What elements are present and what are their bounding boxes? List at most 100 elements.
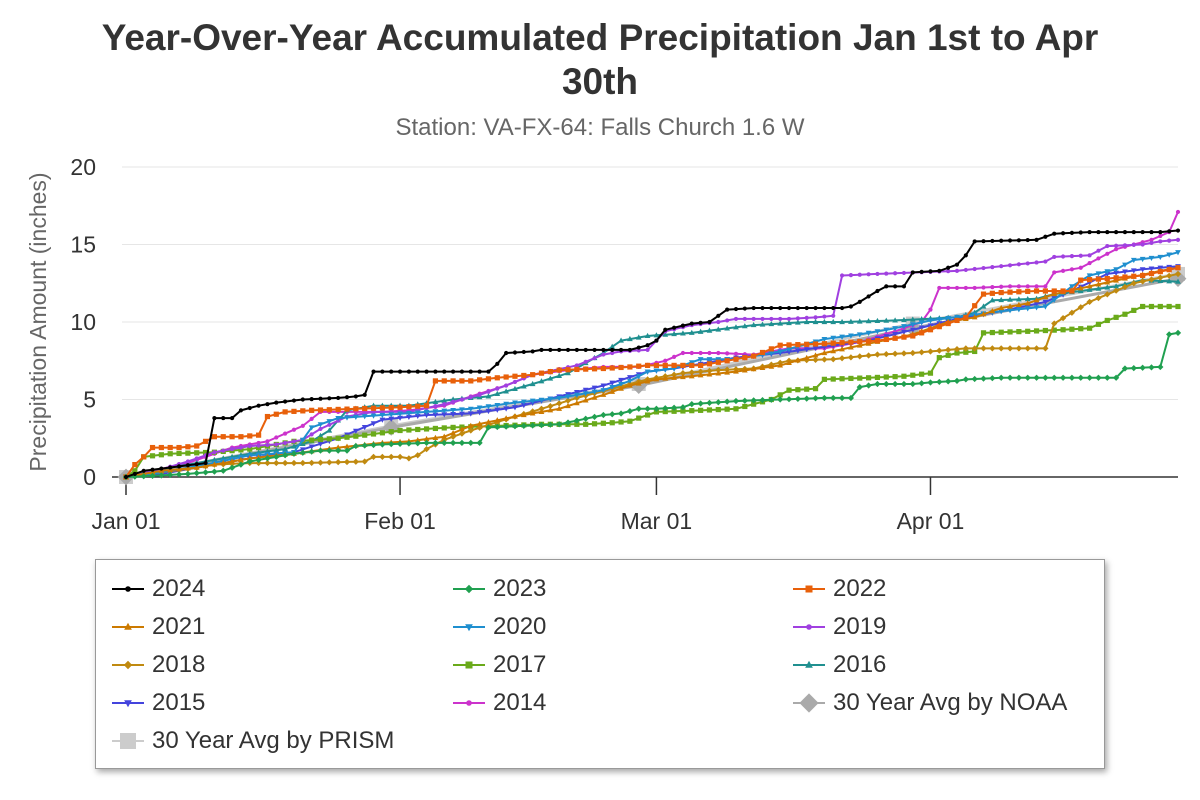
legend-item-2018[interactable]: 2018 bbox=[110, 650, 205, 680]
data-point bbox=[291, 443, 297, 449]
data-point bbox=[609, 343, 616, 349]
data-point bbox=[600, 391, 607, 397]
data-point bbox=[803, 347, 810, 353]
legend-item-2021[interactable]: 2021 bbox=[110, 612, 205, 642]
legend-item-2014[interactable]: 2014 bbox=[451, 688, 546, 718]
y-axis-label: Precipitation Amount (inches) bbox=[25, 172, 51, 471]
legend-item-2024[interactable]: 2024 bbox=[110, 574, 205, 604]
data-point bbox=[1105, 243, 1110, 249]
data-point bbox=[954, 268, 960, 273]
data-point bbox=[406, 414, 412, 420]
data-point bbox=[1024, 300, 1031, 306]
data-point bbox=[698, 407, 704, 413]
data-point bbox=[946, 285, 951, 290]
data-point bbox=[548, 347, 553, 352]
data-point bbox=[777, 342, 783, 348]
data-point bbox=[300, 397, 305, 402]
data-point bbox=[671, 408, 677, 414]
series-line-2024 bbox=[125, 229, 1179, 478]
data-point bbox=[688, 329, 695, 335]
data-point bbox=[980, 330, 987, 336]
data-point bbox=[220, 459, 227, 466]
data-point bbox=[769, 305, 774, 311]
x-tick-label: Mar 01 bbox=[621, 508, 693, 534]
data-point bbox=[405, 440, 413, 447]
data-point bbox=[414, 440, 421, 447]
data-point bbox=[538, 421, 545, 429]
data-point bbox=[290, 450, 298, 457]
data-point bbox=[1007, 308, 1013, 314]
data-point bbox=[230, 447, 235, 452]
data-point bbox=[1095, 374, 1102, 381]
data-point bbox=[556, 367, 562, 373]
data-point bbox=[352, 414, 359, 420]
data-point bbox=[335, 406, 341, 413]
data-point bbox=[1033, 345, 1040, 352]
legend-item-2017[interactable]: 2017 bbox=[451, 650, 546, 680]
data-point bbox=[883, 374, 889, 380]
data-point bbox=[238, 456, 244, 463]
data-point bbox=[1166, 252, 1173, 258]
data-point bbox=[1095, 271, 1102, 277]
data-point bbox=[786, 316, 792, 321]
data-point bbox=[194, 462, 199, 467]
data-point bbox=[1122, 281, 1128, 287]
data-point bbox=[344, 415, 350, 421]
data-point bbox=[441, 378, 447, 384]
data-point bbox=[1175, 250, 1181, 256]
data-point bbox=[778, 305, 783, 311]
data-point bbox=[909, 327, 916, 333]
data-point bbox=[1086, 283, 1093, 289]
data-point bbox=[573, 417, 580, 424]
data-point bbox=[283, 440, 288, 445]
legend-item-30-year-avg-by-noaa[interactable]: 30 Year Avg by NOAA bbox=[791, 688, 1067, 718]
data-point bbox=[1069, 284, 1075, 290]
data-point bbox=[468, 378, 474, 384]
data-point bbox=[299, 449, 306, 456]
data-point bbox=[998, 345, 1005, 352]
data-point bbox=[821, 336, 828, 343]
data-point bbox=[679, 370, 687, 377]
legend-item-2016[interactable]: 2016 bbox=[791, 650, 886, 680]
data-point bbox=[777, 396, 784, 403]
data-point bbox=[688, 401, 695, 408]
data-point bbox=[724, 398, 731, 405]
data-point bbox=[1042, 299, 1049, 305]
legend-item-2015[interactable]: 2015 bbox=[110, 688, 205, 718]
data-point bbox=[573, 389, 580, 396]
data-point bbox=[1174, 270, 1182, 278]
data-point bbox=[910, 270, 915, 275]
data-point bbox=[759, 321, 766, 327]
legend-item-2022[interactable]: 2022 bbox=[791, 574, 886, 604]
legend-item-2020[interactable]: 2020 bbox=[451, 612, 546, 642]
data-point bbox=[1095, 285, 1102, 291]
data-point bbox=[564, 419, 572, 426]
data-point bbox=[812, 352, 819, 358]
legend-item-30-year-avg-by-prism[interactable]: 30 Year Avg by PRISM bbox=[110, 726, 394, 756]
data-point bbox=[715, 366, 722, 374]
data-point bbox=[901, 334, 907, 340]
data-point bbox=[247, 443, 252, 449]
data-point bbox=[980, 345, 987, 352]
data-point bbox=[741, 367, 748, 373]
data-point bbox=[512, 405, 518, 411]
data-point bbox=[521, 372, 527, 379]
data-point bbox=[441, 397, 448, 403]
legend-item-2023[interactable]: 2023 bbox=[451, 574, 546, 604]
data-point bbox=[397, 369, 403, 374]
data-point bbox=[432, 398, 439, 405]
data-point bbox=[635, 380, 642, 386]
data-point bbox=[777, 349, 784, 355]
data-point bbox=[636, 348, 641, 353]
legend-item-2019[interactable]: 2019 bbox=[791, 612, 886, 642]
data-point bbox=[618, 419, 624, 425]
data-point bbox=[857, 272, 862, 277]
data-point bbox=[238, 445, 244, 450]
data-point bbox=[1033, 305, 1040, 311]
data-point bbox=[1148, 266, 1155, 272]
data-point bbox=[132, 468, 138, 474]
data-point bbox=[459, 407, 465, 413]
data-point bbox=[406, 427, 412, 433]
data-point bbox=[158, 444, 164, 451]
data-point bbox=[441, 408, 448, 414]
